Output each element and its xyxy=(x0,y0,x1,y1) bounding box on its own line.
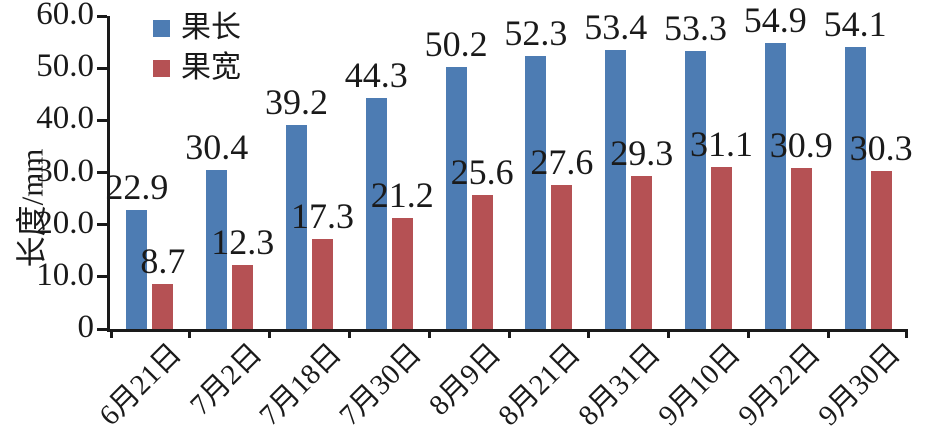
x-category-label: 7月18日 xyxy=(253,337,348,432)
legend-label-fruit-width: 果宽 xyxy=(181,51,241,84)
x-tick-mark xyxy=(110,329,113,338)
value-label-fruit-length: 44.3 xyxy=(344,54,408,95)
x-tick-mark xyxy=(347,329,351,338)
legend-label-fruit-length: 果长 xyxy=(181,11,241,44)
value-label-fruit-length: 54.9 xyxy=(743,0,807,40)
bar-fruit-length xyxy=(445,67,467,329)
value-label-fruit-width: 29.3 xyxy=(610,133,674,174)
bar-fruit-width xyxy=(391,218,413,329)
value-label-fruit-width: 17.3 xyxy=(291,195,354,236)
value-label-fruit-width: 8.7 xyxy=(140,240,186,281)
value-label-fruit-width: 21.2 xyxy=(370,175,434,216)
y-tick-label: 10.0 xyxy=(36,256,94,293)
legend-item-fruit-width: 果宽 xyxy=(153,48,241,88)
value-label-fruit-width: 31.1 xyxy=(690,123,753,164)
x-tick-mark xyxy=(188,329,192,338)
value-label-fruit-width: 27.6 xyxy=(530,142,594,183)
value-label-fruit-length: 22.9 xyxy=(105,166,169,207)
y-tick-label: 20.0 xyxy=(36,204,94,241)
value-label-fruit-width: 30.3 xyxy=(849,127,913,168)
y-tick-label: 0 xyxy=(77,308,95,345)
value-label-fruit-length: 54.1 xyxy=(823,3,887,44)
bar-fruit-length xyxy=(525,56,547,329)
y-tick-mark xyxy=(97,275,107,279)
x-tick-mark xyxy=(268,329,272,338)
value-label-fruit-length: 39.2 xyxy=(265,81,328,122)
bar-fruit-width xyxy=(631,176,653,329)
fruit-width-swatch-icon xyxy=(153,59,170,77)
x-tick-mark xyxy=(667,329,671,338)
bar-fruit-length xyxy=(206,170,228,329)
bar-fruit-length xyxy=(126,209,148,329)
x-category-label: 8月31日 xyxy=(572,337,667,432)
y-tick-label: 40.0 xyxy=(36,100,94,137)
bar-fruit-width xyxy=(152,283,174,329)
x-category-label: 6月21日 xyxy=(93,337,189,432)
x-tick-mark xyxy=(587,329,591,338)
value-label-fruit-length: 53.3 xyxy=(664,7,727,48)
value-label-fruit-width: 30.9 xyxy=(769,124,833,165)
bar-fruit-length xyxy=(844,46,866,329)
bar-fruit-length xyxy=(286,124,307,329)
x-category-label: 9月22日 xyxy=(732,337,827,432)
bar-fruit-length xyxy=(605,50,627,329)
y-tick-label: 30.0 xyxy=(36,152,94,189)
x-tick-mark xyxy=(507,329,511,338)
value-label-fruit-width: 25.6 xyxy=(450,152,514,193)
y-tick-mark xyxy=(97,171,107,174)
x-category-label: 9月10日 xyxy=(652,337,747,432)
x-tick-mark xyxy=(746,329,750,338)
y-tick-label: 50.0 xyxy=(36,48,94,85)
x-tick-mark xyxy=(826,329,830,338)
y-tick-mark xyxy=(97,223,107,227)
x-category-label: 8月21日 xyxy=(492,337,588,432)
bar-fruit-width xyxy=(790,167,812,329)
bar-fruit-width xyxy=(711,166,732,329)
x-tick-mark xyxy=(905,329,908,338)
value-label-fruit-length: 53.4 xyxy=(584,7,648,48)
value-label-fruit-length: 52.3 xyxy=(504,13,568,54)
y-tick-label: 60.0 xyxy=(36,0,94,32)
bar-fruit-width xyxy=(471,195,493,329)
y-tick-mark xyxy=(97,66,107,70)
bar-fruit-length xyxy=(764,42,786,329)
value-label-fruit-length: 50.2 xyxy=(424,24,488,65)
bar-fruit-length xyxy=(365,97,387,329)
bar-fruit-width xyxy=(870,170,892,329)
bar-fruit-width xyxy=(312,238,333,329)
y-tick-mark xyxy=(97,14,107,18)
bar-fruit-width xyxy=(232,264,254,329)
value-label-fruit-length: 30.4 xyxy=(185,127,249,168)
legend: 果长 果宽 xyxy=(153,8,241,88)
fruit-length-swatch-icon xyxy=(153,19,170,37)
value-label-fruit-width: 12.3 xyxy=(211,221,275,262)
bar-fruit-length xyxy=(685,50,706,329)
x-tick-mark xyxy=(427,329,431,338)
legend-item-fruit-length: 果长 xyxy=(153,8,241,48)
x-category-label: 9月30日 xyxy=(811,337,907,432)
x-category-label: 7月30日 xyxy=(333,337,428,432)
y-tick-mark xyxy=(97,118,107,122)
y-tick-mark xyxy=(97,327,107,331)
plot-area: 0 10.0 20.0 30.0 40.0 50.0 60.0 22.9 8.7 6月21日 30.… xyxy=(36,0,912,432)
bar-fruit-width xyxy=(551,185,573,329)
